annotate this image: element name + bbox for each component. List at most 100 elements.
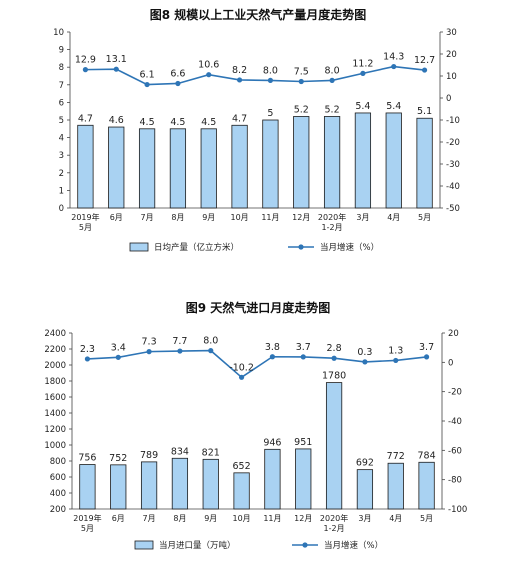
left-tick-label: 2200 — [44, 345, 66, 355]
bar — [110, 464, 127, 510]
right-tick-label: -10 — [446, 116, 460, 126]
growth-point — [82, 67, 89, 73]
bar — [108, 126, 125, 209]
x-tick-label: 4月 — [387, 213, 400, 222]
growth-point — [362, 359, 368, 365]
chart1-title: 图8 规模以上工业天然气产量月度走势图 — [149, 8, 367, 22]
left-tick-label: 7 — [59, 81, 64, 91]
growth-value-label: 7.5 — [294, 67, 309, 78]
bar-value-label: 4.5 — [201, 117, 216, 128]
bar — [416, 117, 433, 209]
bar — [387, 462, 404, 510]
left-tick-label: 1 — [59, 186, 64, 196]
growth-point — [206, 72, 212, 78]
growth-value-label: 3.4 — [111, 342, 126, 353]
left-tick-label: 600 — [50, 473, 66, 483]
x-tick-label: 5月 — [420, 514, 433, 523]
bar — [77, 124, 94, 209]
left-tick-label: 3 — [59, 151, 64, 161]
growth-value-label: 7.3 — [142, 337, 157, 348]
growth-value-label: -10.2 — [229, 362, 254, 373]
right-tick-label: -40 — [448, 417, 462, 427]
growth-value-label: 3.8 — [265, 342, 280, 353]
growth-point — [393, 357, 399, 364]
x-tick-label: 11月 — [261, 213, 279, 222]
legend-line-label: 当月增速（%） — [320, 242, 379, 253]
growth-point — [391, 63, 397, 70]
growth-value-label: 3.7 — [296, 342, 311, 353]
legend-bar-label: 日均产量（亿立方米） — [154, 242, 239, 253]
growth-value-label: 8.0 — [263, 65, 278, 76]
bar-value-label: 756 — [78, 453, 96, 464]
growth-point — [329, 77, 335, 83]
right-tick-label: 0 — [448, 358, 453, 368]
growth-point — [298, 78, 304, 85]
x-tick-label: 9月 — [204, 514, 217, 523]
growth-point — [84, 356, 91, 362]
bar-value-label: 946 — [263, 437, 281, 448]
bar — [169, 128, 187, 209]
growth-point — [423, 354, 430, 360]
x-tick-label: 2019年 — [73, 513, 101, 523]
growth-line — [85, 65, 425, 86]
growth-point — [331, 355, 337, 361]
bar — [138, 128, 156, 209]
x-tick-label: 2020年 — [318, 212, 346, 222]
bar — [79, 464, 96, 510]
growth-value-label: 14.3 — [383, 52, 404, 63]
growth-point — [146, 349, 152, 355]
bar — [233, 472, 250, 510]
right-tick-label: 20 — [448, 329, 459, 339]
legend-bar-label: 当月进口量（万吨） — [159, 540, 236, 551]
left-tick-label: 10 — [53, 28, 64, 38]
growth-point — [421, 67, 428, 73]
x-tick-label: 7月 — [141, 213, 154, 222]
left-tick-label: 1200 — [44, 425, 66, 435]
growth-value-label: 1.3 — [388, 345, 403, 356]
bar-value-label: 5.4 — [386, 101, 401, 112]
bar-value-label: 772 — [387, 451, 405, 462]
bar-value-label: 4.6 — [109, 115, 124, 126]
legend-line-marker — [298, 244, 304, 250]
x-tick-label: 8月 — [171, 213, 184, 222]
left-tick-label: 0 — [59, 204, 64, 214]
bar-value-label: 4.5 — [170, 117, 185, 128]
growth-point — [113, 66, 119, 72]
left-tick-label: 2400 — [44, 329, 66, 339]
left-tick-label: 800 — [50, 457, 66, 467]
legend-bar-swatch — [134, 540, 154, 550]
bar-value-label: 652 — [233, 461, 251, 472]
growth-value-label: 7.7 — [172, 336, 187, 347]
x-tick-label: 7月 — [143, 514, 156, 523]
left-tick-label: 1600 — [44, 393, 66, 403]
bar-value-label: 4.5 — [140, 117, 155, 128]
x-tick-label: 8月 — [173, 514, 186, 523]
right-tick-label: -50 — [446, 204, 460, 214]
legend-bar-swatch — [129, 242, 149, 252]
legend-line-label: 当月增速（%） — [324, 540, 383, 551]
right-tick-label: -40 — [446, 182, 460, 192]
x-tick-label: 2019年 — [71, 212, 99, 222]
right-tick-label: -30 — [446, 160, 460, 170]
growth-value-label: 2.8 — [327, 343, 342, 354]
right-tick-label: -80 — [448, 476, 462, 486]
growth-value-label: 12.9 — [75, 55, 96, 66]
legend-line-marker — [302, 542, 308, 548]
x-tick-label: 5月 — [81, 524, 94, 533]
left-tick-label: 4 — [59, 134, 64, 144]
right-tick-label: -20 — [448, 388, 462, 398]
growth-value-label: 2.3 — [80, 344, 95, 355]
growth-value-label: 6.1 — [140, 70, 155, 81]
bar — [418, 461, 435, 510]
x-tick-label: 4月 — [389, 514, 402, 523]
right-tick-label: 0 — [446, 94, 451, 104]
left-tick-label: 1800 — [44, 377, 66, 387]
bar — [356, 469, 374, 510]
x-tick-label: 3月 — [358, 514, 371, 523]
x-tick-label: 9月 — [202, 213, 215, 222]
x-tick-label: 5月 — [79, 223, 92, 232]
growth-value-label: 6.6 — [170, 68, 185, 79]
right-tick-label: 20 — [446, 50, 457, 60]
growth-value-label: 8.0 — [325, 65, 340, 76]
